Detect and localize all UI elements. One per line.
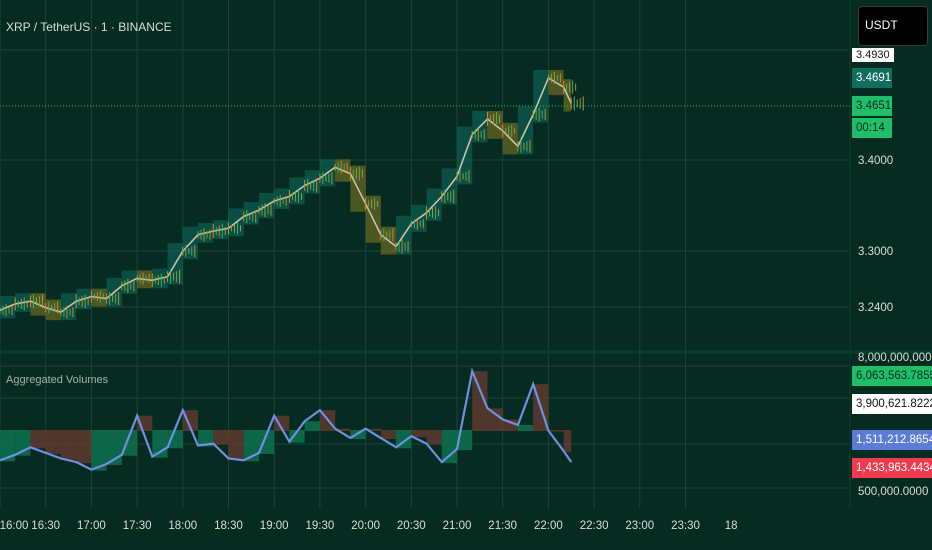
price-tick-3.4000: 3.4000 xyxy=(858,155,894,167)
volume-block xyxy=(182,410,199,431)
volume-block xyxy=(563,430,572,452)
price-label-last: 3.4651 xyxy=(852,96,892,116)
volume-label-green: 6,063,563.7855 xyxy=(852,366,932,386)
volume-block xyxy=(274,415,290,431)
volume-tick-bottom: 500,000.0000 xyxy=(858,486,929,498)
volume-line xyxy=(0,367,573,471)
time-tick: 20:30 xyxy=(396,520,426,532)
price-label-prev: 3.4691 xyxy=(852,68,892,88)
volume-block xyxy=(91,430,107,471)
volume-block xyxy=(487,408,503,431)
volume-label-red: 1,433,963.4434 xyxy=(852,458,932,478)
volume-block xyxy=(502,419,518,431)
volume-block xyxy=(472,371,488,431)
volume-block xyxy=(167,430,183,449)
volume-block xyxy=(548,430,564,432)
price-label-high: 3.4930 xyxy=(852,48,894,62)
time-tick: 17:30 xyxy=(122,520,152,532)
indicator-title: Aggregated Volumes xyxy=(6,374,109,386)
currency-button[interactable]: USDT xyxy=(858,6,928,46)
volume-block xyxy=(426,430,442,445)
volume-block xyxy=(45,430,61,454)
time-tick: 18:00 xyxy=(168,520,198,532)
volume-block xyxy=(289,430,305,443)
volume-block xyxy=(335,428,351,431)
volume-block xyxy=(243,430,259,462)
volume-block xyxy=(228,430,244,460)
time-tick: 20:00 xyxy=(351,520,380,532)
symbol-title: XRP / TetherUS · 1 · BINANCE xyxy=(6,20,172,34)
time-tick: 22:30 xyxy=(579,520,609,532)
time-tick: 16:00 xyxy=(0,520,29,532)
volume-label-white: 3,900,621.8222 xyxy=(852,394,932,414)
volume-block xyxy=(517,425,534,431)
volume-label-blue: 1,511,212.8654 xyxy=(852,430,932,450)
volume-block xyxy=(0,430,16,462)
time-tick: 21:00 xyxy=(442,520,472,532)
time-tick: 21:30 xyxy=(488,520,518,532)
time-tick: 23:30 xyxy=(671,520,700,532)
time-tick: 16:30 xyxy=(31,520,61,532)
volume-block xyxy=(304,421,320,431)
volume-block xyxy=(76,430,92,464)
time-tick: 18:30 xyxy=(214,520,243,532)
price-tick-3.2400: 3.2400 xyxy=(858,302,894,314)
time-tick: 18 xyxy=(724,520,738,532)
time-tick: 17:00 xyxy=(77,520,106,532)
price-tick-3.3000: 3.3000 xyxy=(858,246,894,258)
volume-block xyxy=(198,430,214,447)
volume-block xyxy=(258,430,275,454)
volume-block xyxy=(152,430,168,458)
volume-block xyxy=(365,428,381,431)
volume-block xyxy=(60,430,77,460)
volume-block xyxy=(441,430,457,464)
volume-tick-top: 8,000,000,000 xyxy=(858,352,932,364)
volume-block xyxy=(213,430,229,445)
volume-block xyxy=(121,430,138,456)
volume-block xyxy=(411,430,427,438)
time-tick: 19:00 xyxy=(259,520,289,532)
time-tick: 23:00 xyxy=(625,520,655,532)
price-countdown: 00:14 xyxy=(852,118,892,138)
time-tick: 19:30 xyxy=(305,520,335,532)
time-tick: 22:00 xyxy=(534,520,563,532)
volume-block xyxy=(380,430,397,439)
volume-block xyxy=(30,430,46,449)
